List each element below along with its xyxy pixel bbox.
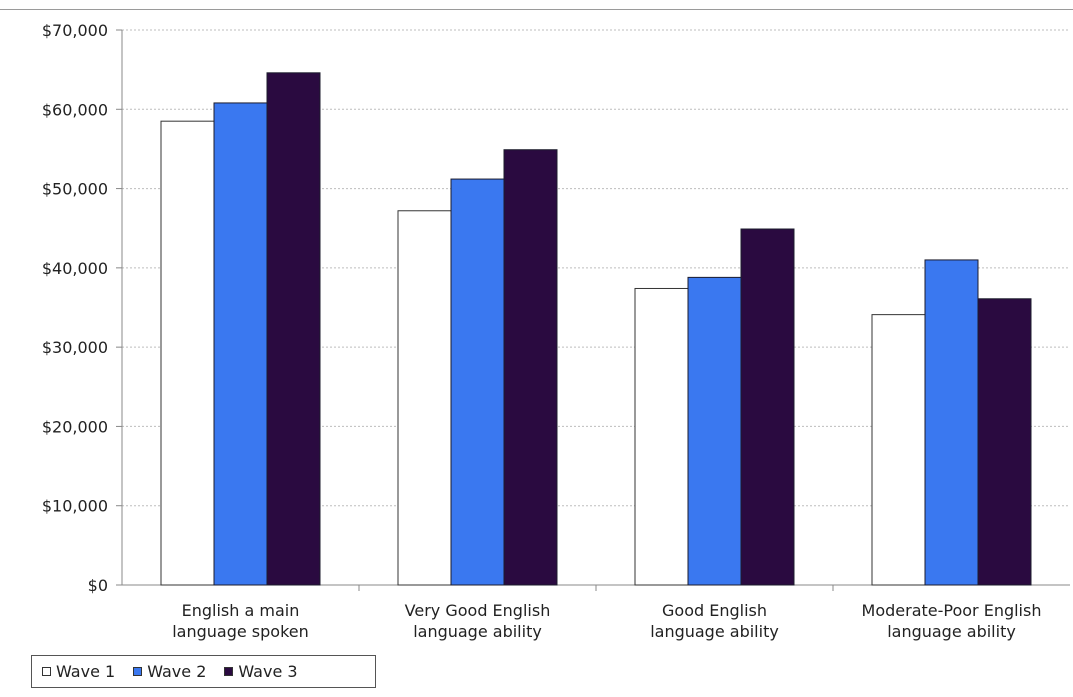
legend-item-wave-1: Wave 1	[42, 662, 115, 681]
y-tick-label: $70,000	[42, 21, 108, 40]
legend-swatch-wave-2	[133, 667, 143, 676]
bar-wave-1-cat-4	[871, 314, 926, 586]
x-category-label: language ability	[413, 622, 542, 641]
legend-swatch-wave-1	[42, 667, 51, 676]
bar-wave-2-cat-4	[924, 259, 979, 586]
y-tick-label: $10,000	[42, 497, 108, 516]
x-category-label: language spoken	[172, 622, 309, 641]
legend-swatch-wave-3	[224, 667, 234, 676]
y-tick-label: $20,000	[42, 417, 108, 436]
y-tick-label: $50,000	[42, 180, 108, 199]
y-tick-label: $30,000	[42, 338, 108, 357]
bar-wave-1-cat-3	[634, 287, 689, 586]
x-category-label: Very Good English	[405, 601, 551, 620]
legend-item-wave-2: Wave 2	[133, 662, 206, 681]
x-category-label: English a main	[182, 601, 300, 620]
legend: Wave 1 Wave 2 Wave 3	[31, 655, 376, 688]
bar-wave-3-cat-3	[740, 228, 795, 586]
x-category-label: language ability	[650, 622, 779, 641]
legend-label-wave-3: Wave 3	[238, 662, 298, 681]
bar-wave-1-cat-1	[160, 120, 215, 586]
bar-wave-2-cat-3	[687, 276, 742, 586]
bar-wave-3-cat-2	[503, 149, 558, 586]
y-tick-label: $40,000	[42, 259, 108, 278]
y-tick-label: $60,000	[42, 100, 108, 119]
bar-wave-3-cat-4	[977, 298, 1032, 586]
legend-label-wave-1: Wave 1	[56, 662, 116, 681]
x-category-label: Good English	[662, 601, 767, 620]
x-category-label: language ability	[887, 622, 1016, 641]
bar-wave-3-cat-1	[266, 72, 321, 586]
bar-wave-1-cat-2	[397, 210, 452, 586]
x-category-label: Moderate-Poor English	[862, 601, 1042, 620]
y-tick-label: $0	[88, 576, 108, 595]
legend-item-wave-3: Wave 3	[224, 662, 298, 681]
top-rule	[0, 9, 1073, 10]
bar-wave-2-cat-2	[450, 178, 505, 586]
legend-label-wave-2: Wave 2	[147, 662, 207, 681]
bar-wave-2-cat-1	[213, 102, 268, 586]
